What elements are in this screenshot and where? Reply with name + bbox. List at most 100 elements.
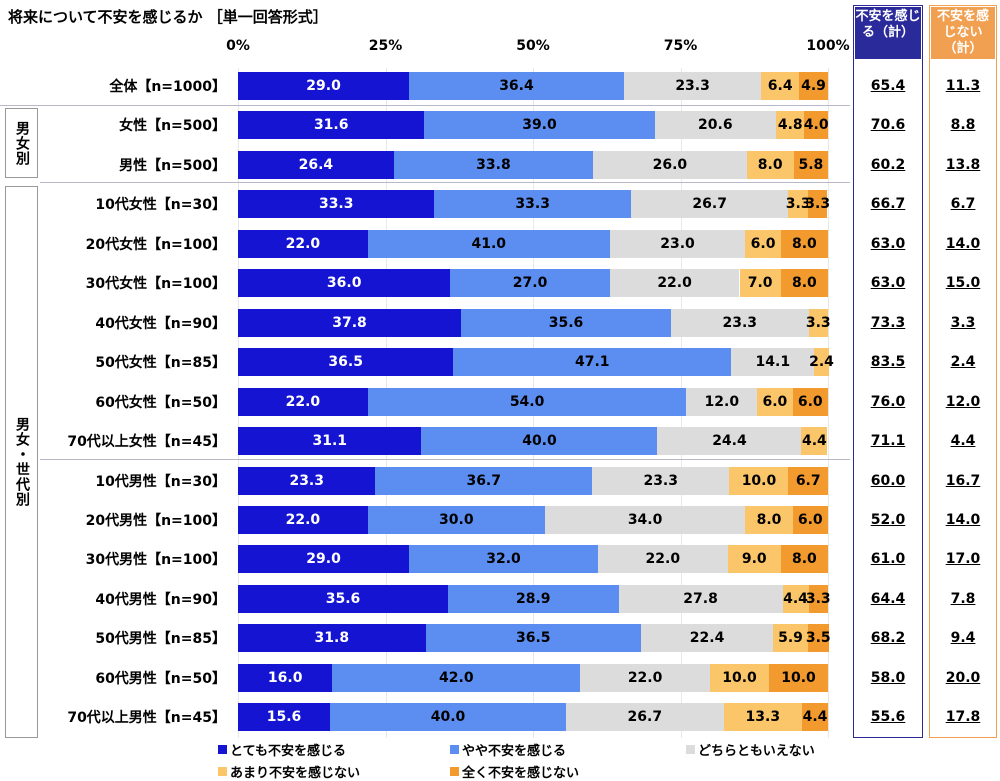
bar-segment: 23.3 (592, 466, 730, 495)
bar-segment: 4.0 (804, 111, 829, 140)
bar-segment: 34.0 (544, 505, 746, 534)
category-label: 20代男性【n=100】 (85, 512, 226, 529)
bar-segment: 42.0 (332, 663, 581, 692)
category-label: 40代女性【n=90】 (95, 315, 226, 332)
not-anxious-total-value: 16.7 (945, 472, 981, 489)
bar-segment: 47.1 (453, 348, 732, 377)
legend-swatch (450, 745, 459, 754)
bar-segment: 23.3 (623, 72, 762, 100)
not-anxious-total-value: 15.0 (945, 275, 981, 292)
bar-segment: 8.0 (780, 269, 828, 298)
legend-item: あまり不安を感じない (218, 762, 360, 781)
bar-segment: 27.0 (450, 269, 610, 298)
legend-swatch (218, 767, 227, 776)
x-tick-label: 0% (226, 38, 250, 54)
bar-segment: 6.0 (757, 387, 793, 416)
bar-segment: 3.5 (806, 624, 831, 653)
x-tick-label: 50% (516, 38, 550, 54)
bar-segment: 14.1 (731, 348, 815, 377)
bar-segment: 4.4 (782, 584, 809, 613)
bar-segment: 22.0 (597, 545, 728, 574)
bar-segment: 36.5 (425, 624, 641, 653)
not-anxious-total-value: 14.0 (945, 511, 981, 528)
x-tick-label: 100% (806, 38, 850, 54)
bar-segment: 36.4 (409, 72, 624, 100)
legend-item: 全く不安を感じない (450, 762, 579, 781)
legend-label: どちらともいえない (698, 744, 815, 759)
anxious-total-value: 64.4 (870, 590, 906, 607)
bar-segment: 37.8 (238, 308, 462, 337)
bar-segment: 30.0 (367, 505, 545, 534)
not-anxious-total-value: 8.8 (950, 117, 976, 134)
not-anxious-total-value: 17.0 (945, 551, 981, 568)
bar-segment: 22.0 (238, 229, 368, 258)
category-label: 男性【n=500】 (119, 157, 226, 174)
anxious-total-value: 60.2 (870, 156, 906, 173)
not-anxious-total-column (929, 5, 997, 738)
bar-segment: 9.0 (727, 545, 781, 574)
not-anxious-total-value: 9.4 (950, 630, 976, 647)
bar-segment: 35.6 (461, 308, 672, 337)
bar-segment: 23.3 (671, 308, 809, 337)
bar-segment: 31.6 (238, 111, 425, 140)
anxious-total-value: 63.0 (870, 275, 906, 292)
bar-segment: 8.0 (780, 545, 828, 574)
anxious-total-value: 55.6 (870, 709, 906, 726)
bar-segment: 29.0 (238, 545, 410, 574)
not-anxious-total-header: 不安を感じない（計） (931, 7, 995, 59)
bar-segment: 10.0 (769, 663, 828, 692)
not-anxious-total-value: 6.7 (950, 196, 976, 213)
not-anxious-total-value: 14.0 (945, 235, 981, 252)
category-label: 30代男性【n=100】 (85, 552, 226, 569)
anxious-total-value: 66.7 (870, 196, 906, 213)
bar-segment: 7.0 (739, 269, 781, 298)
bar-segment: 13.3 (723, 703, 803, 732)
bar-segment: 26.7 (630, 190, 789, 219)
bar-segment: 29.0 (238, 72, 410, 100)
category-label: 60代男性【n=50】 (95, 670, 226, 687)
not-anxious-total-value: 13.8 (945, 156, 981, 173)
category-label: 10代男性【n=30】 (95, 473, 226, 490)
legend-swatch (450, 767, 459, 776)
bar-segment: 35.6 (238, 584, 449, 613)
bar-segment: 27.8 (618, 584, 783, 613)
bar-segment: 33.3 (238, 190, 435, 219)
bar-segment: 22.0 (238, 505, 368, 534)
anxious-total-value: 71.1 (870, 433, 906, 450)
bar-segment: 33.8 (393, 150, 594, 179)
bar-segment: 12.0 (686, 387, 758, 416)
anxious-total-column (853, 5, 923, 738)
bar-segment: 16.0 (238, 663, 333, 692)
legend-label: とても不安を感じる (230, 744, 346, 759)
bar-segment: 36.7 (375, 466, 592, 495)
category-label: 50代女性【n=85】 (95, 355, 226, 372)
anxious-total-value: 83.5 (870, 354, 906, 371)
group-label-gender-age: 男女・世代別 (14, 417, 30, 507)
x-tick-label: 25% (368, 38, 403, 54)
bar-segment: 5.9 (773, 624, 808, 653)
bar-segment: 20.6 (654, 111, 777, 140)
bar-segment: 26.0 (593, 150, 747, 179)
legend-item: とても不安を感じる (218, 740, 346, 759)
bar-segment: 24.4 (657, 427, 802, 456)
bar-segment: 6.0 (792, 505, 828, 534)
not-anxious-total-value: 20.0 (945, 669, 981, 686)
row-separator (40, 459, 850, 460)
row-separator (0, 105, 850, 106)
category-label: 20代女性【n=100】 (85, 236, 226, 253)
bar-segment: 36.0 (238, 269, 451, 298)
bar-segment: 4.4 (801, 427, 828, 456)
bar-segment: 26.4 (238, 150, 394, 179)
bar-segment: 28.9 (448, 584, 619, 613)
legend-swatch (218, 745, 227, 754)
bar-segment: 23.3 (238, 466, 376, 495)
anxious-total-value: 73.3 (870, 314, 906, 331)
bar-segment: 2.4 (809, 348, 834, 377)
not-anxious-total-value: 4.4 (950, 433, 976, 450)
anxious-total-value: 68.2 (870, 630, 906, 647)
bar-segment: 8.0 (780, 229, 828, 258)
bar-segment: 4.8 (776, 111, 805, 140)
legend-item: やや不安を感じる (450, 740, 566, 759)
not-anxious-total-value: 12.0 (945, 393, 981, 410)
bar-segment: 4.9 (799, 72, 828, 100)
